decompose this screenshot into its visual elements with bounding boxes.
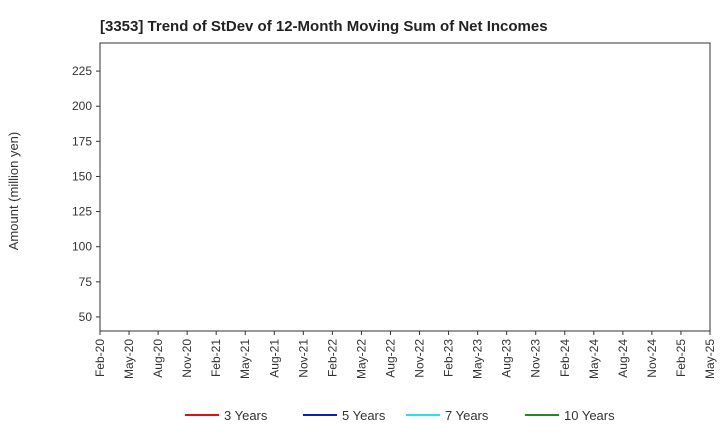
legend-label: 5 Years	[342, 408, 386, 423]
plot-area	[99, 42, 711, 332]
x-tick-label: May-20	[122, 339, 136, 379]
x-tick-label: Aug-23	[500, 339, 514, 378]
y-tick-label: 100	[72, 240, 92, 254]
x-tick-label: Nov-20	[180, 339, 194, 378]
x-tick-label: Feb-21	[209, 339, 223, 377]
legend-label: 7 Years	[445, 408, 489, 423]
x-tick-label: Feb-20	[93, 339, 107, 377]
x-tick-label: Aug-21	[267, 339, 281, 378]
x-tick-label: May-24	[587, 339, 601, 379]
y-tick-label: 225	[72, 64, 92, 78]
x-tick-label: Feb-23	[442, 339, 456, 377]
x-tick-label: Aug-24	[616, 339, 630, 378]
legend: 3 Years 5 Years 7 Years 10 Years	[185, 408, 615, 423]
x-tick-label: Nov-22	[413, 339, 427, 378]
x-tick-label: May-22	[354, 339, 368, 379]
x-tick-label: Nov-21	[296, 339, 310, 378]
x-tick-label: Feb-25	[674, 339, 688, 377]
y-tick-label: 75	[79, 275, 93, 289]
chart-title: [3353] Trend of StDev of 12-Month Moving…	[100, 18, 548, 35]
y-tick-label: 50	[79, 310, 93, 324]
y-tick-label: 125	[72, 205, 92, 219]
x-tick-label: May-25	[703, 339, 717, 379]
y-axis-label: Amount (million yen)	[6, 132, 21, 251]
x-tick-label: May-23	[471, 339, 485, 379]
x-tick-label: May-21	[238, 339, 252, 379]
x-tick-label: Feb-22	[325, 339, 339, 377]
y-tick-label: 150	[72, 169, 92, 183]
y-tick-label: 200	[72, 99, 92, 113]
legend-label: 10 Years	[564, 408, 615, 423]
x-tick-label: Nov-24	[645, 339, 659, 378]
x-tick-label: Aug-20	[151, 339, 165, 378]
y-tick-label: 175	[72, 134, 92, 148]
x-tick-label: Feb-24	[558, 339, 572, 377]
legend-label: 3 Years	[224, 408, 268, 423]
x-tick-label: Aug-22	[383, 339, 397, 378]
x-tick-label: Nov-23	[529, 339, 543, 378]
axis-layer: 50 75 100 125 150 175 200 225 Feb-20 May-20 Aug-20…	[72, 42, 717, 379]
